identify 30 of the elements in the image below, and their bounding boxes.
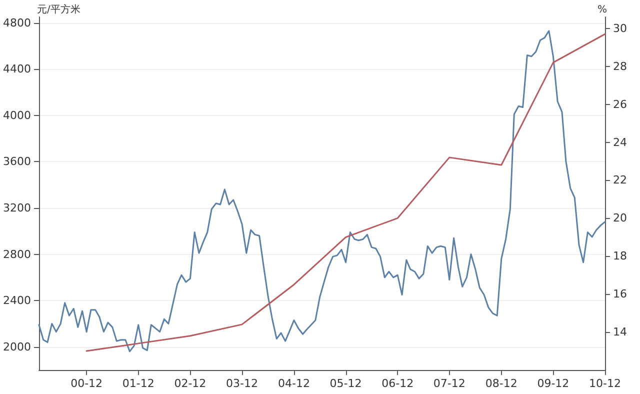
x-tick-label: 02-12 [174,377,206,390]
x-tick-label: 08-12 [485,377,518,390]
x-tick-label: 06-12 [382,377,414,390]
x-tick-label: 10-12 [589,377,621,390]
y2-tick-label: 26 [613,98,627,111]
x-tick-label: 01-12 [122,377,154,390]
x-tick-label: 07-12 [433,377,466,390]
y-axis-title: 元/平方米 [36,4,80,16]
y-tick-label: 4000 [2,108,31,122]
y2-tick-label: 18 [613,250,627,263]
y-tick-label: 4400 [2,62,31,76]
y2-axis-title: % [597,4,607,16]
y2-tick-label: 30 [613,22,627,35]
y2-tick-label: 24 [613,136,627,149]
x-tick-label: 04-12 [278,377,310,390]
y2-tick-label: 16 [613,288,627,301]
x-tick-label: 00-12 [70,377,103,390]
y2-tick-label: 20 [613,212,627,225]
y-tick-label: 4800 [2,16,31,30]
x-tick-label: 09-12 [537,377,570,390]
x-tick-label: 03-12 [226,377,258,390]
y-tick-label: 3600 [2,155,31,168]
y-tick-label: 3200 [2,201,31,214]
y2-tick-label: 28 [613,60,627,73]
y2-tick-label: 14 [613,326,627,339]
x-tick-label: 05-12 [330,377,362,390]
y-tick-label: 2000 [2,340,31,354]
y2-tick-label: 22 [613,174,627,187]
y-tick-label: 2400 [2,294,31,308]
y-tick-label: 2800 [2,248,31,261]
